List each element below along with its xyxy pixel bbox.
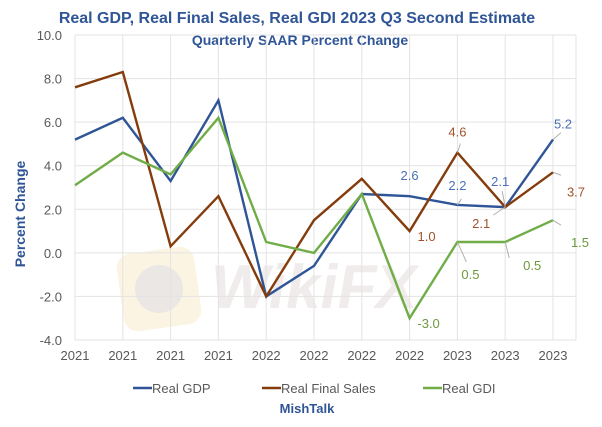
- data-label: 2.1: [491, 174, 509, 189]
- series-line-real-gdi: [74, 115, 554, 321]
- leader-line: [456, 241, 467, 263]
- y-tick-label: 4.0: [44, 159, 62, 174]
- leader-line: [456, 143, 461, 153]
- y-tick-label: 6.0: [44, 115, 62, 130]
- series-line-real-final-sales: [74, 70, 554, 299]
- data-label: 4.6: [448, 125, 466, 140]
- data-label: 1.5: [571, 235, 589, 250]
- data-label: 1.0: [418, 229, 436, 244]
- y-axis-label: Percent Change: [12, 160, 28, 267]
- x-tick-label: 2022: [300, 348, 329, 363]
- data-label: 0.5: [461, 267, 479, 282]
- data-labels: 2.6 2.2 2.1 5.2 1.0 4.6 2.1 3.7 -3.0 0.5 0.5 1.5: [401, 117, 589, 332]
- source-label: MishTalk: [280, 401, 335, 416]
- chart-subtitle: Quarterly SAAR Percent Change: [192, 32, 408, 48]
- series-line-real-gdp: [74, 97, 554, 299]
- legend: Real GDP Real Final Sales Real GDI: [133, 381, 495, 396]
- x-tick-label: 2023: [491, 348, 520, 363]
- data-label: 5.2: [554, 117, 572, 132]
- x-tick-label: 2021: [61, 348, 90, 363]
- x-axis-ticks: 2021 2021 2021 2021 2022 2022 2022 2022 2023 2023…: [61, 348, 568, 363]
- x-tick-label: 2023: [443, 348, 472, 363]
- y-tick-label: 10.0: [37, 28, 62, 43]
- x-tick-label: 2022: [395, 348, 424, 363]
- data-label: 2.2: [448, 178, 466, 193]
- leader-line: [504, 241, 510, 259]
- legend-item-label: Real Final Sales: [281, 381, 376, 396]
- leader-line: [492, 206, 506, 216]
- y-tick-label: 8.0: [44, 72, 62, 87]
- x-tick-label: 2021: [156, 348, 185, 363]
- leader-line: [456, 198, 462, 206]
- chart-title: Real GDP, Real Final Sales, Real GDI 202…: [59, 10, 535, 27]
- x-tick-label: 2021: [108, 348, 137, 363]
- data-label: 3.7: [567, 184, 585, 199]
- leader-line: [552, 219, 562, 226]
- leader-line: [501, 191, 506, 208]
- x-tick-label: 2022: [252, 348, 281, 363]
- x-tick-label: 2023: [539, 348, 568, 363]
- x-tick-label: 2021: [204, 348, 233, 363]
- x-tick-label: 2022: [347, 348, 376, 363]
- watermark-eagle-icon: [135, 265, 183, 313]
- leader-line: [552, 132, 562, 140]
- y-tick-label: 2.0: [44, 202, 62, 217]
- y-tick-label: -2.0: [40, 289, 62, 304]
- y-tick-label: 0.0: [44, 246, 62, 261]
- data-label: -3.0: [417, 316, 439, 331]
- data-label: 2.6: [401, 168, 419, 183]
- legend-item-label: Real GDI: [442, 381, 495, 396]
- series-lines: [74, 70, 554, 321]
- data-label: 2.1: [472, 216, 490, 231]
- data-label: 0.5: [523, 258, 541, 273]
- leader-line: [552, 171, 562, 176]
- gridlines: [74, 34, 577, 341]
- y-axis-ticks: 10.0 8.0 6.0 4.0 2.0 0.0 -2.0 -4.0: [37, 28, 62, 348]
- legend-item-label: Real GDP: [152, 381, 211, 396]
- y-tick-label: -4.0: [40, 333, 62, 348]
- watermark-text: WikiFX: [205, 252, 424, 321]
